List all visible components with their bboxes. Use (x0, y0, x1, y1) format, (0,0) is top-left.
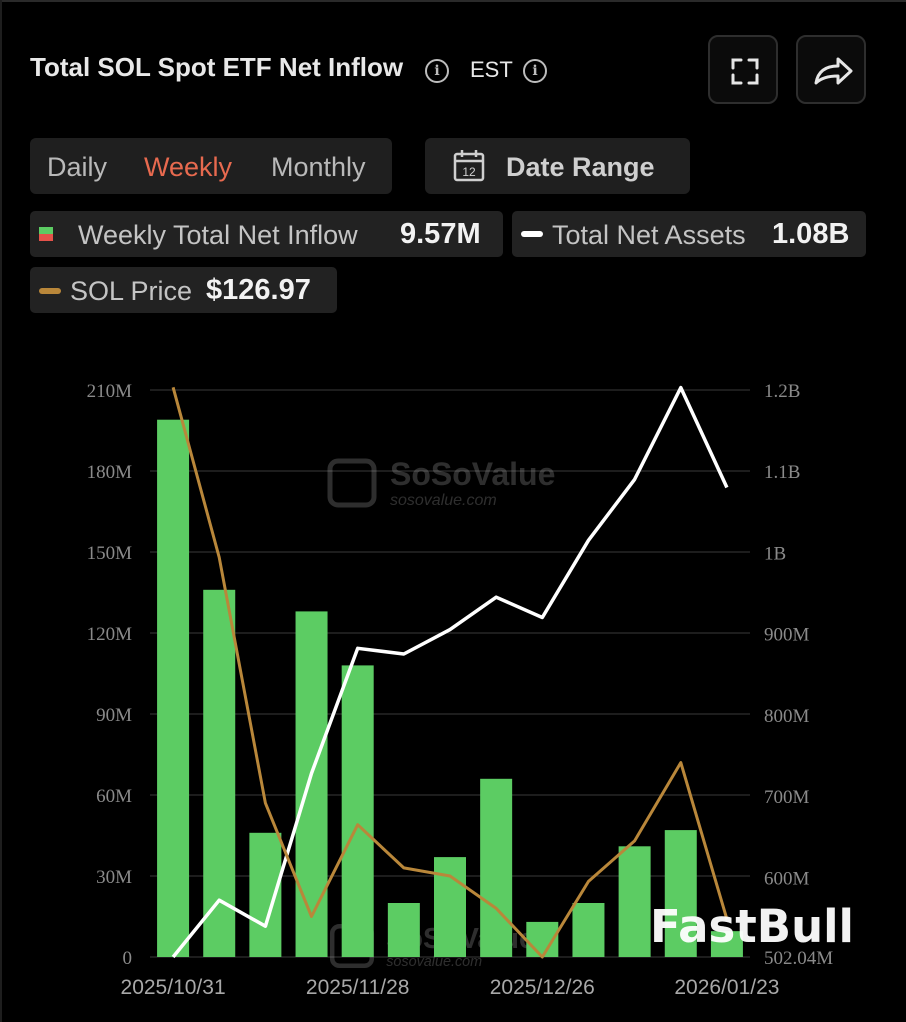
timezone-label: EST (470, 57, 513, 82)
axis-labels: 0 30M 60M 90M 120M 150M 180M 210M 502.04M 600M 700… (87, 381, 834, 999)
price-legend-label: SOL Price (70, 276, 193, 306)
x-tick-label: 2025/12/26 (490, 976, 595, 999)
inflow-bar (295, 611, 328, 957)
legend-inflow[interactable]: Weekly Total Net Inflow 9.57M (30, 211, 503, 257)
y-right-tick-label: 1.1B (764, 462, 800, 483)
y-right-tick-label: 502.04M (764, 948, 833, 969)
inflow-legend-swatch (39, 227, 53, 234)
inflow-bar (572, 903, 605, 957)
sosovalue-logo (327, 458, 377, 508)
x-tick-label: 2025/10/31 (121, 976, 226, 999)
y-right-tick-label: 1B (764, 543, 786, 564)
tab-monthly[interactable]: Monthly (271, 152, 366, 182)
info-icon[interactable]: i (523, 59, 547, 83)
inflow-bar (434, 857, 466, 957)
inflow-bar (480, 778, 513, 957)
assets-legend-label: Total Net Assets (552, 220, 746, 250)
y-right-tick-label: 700M (764, 787, 810, 808)
inflow-bar (387, 903, 420, 957)
share-icon (814, 57, 853, 85)
y-left-tick-label: 30M (96, 867, 132, 888)
info-icon[interactable]: i (425, 59, 449, 83)
inflow-bar (203, 589, 236, 957)
tab-daily[interactable]: Daily (47, 152, 108, 182)
sol-price-line (171, 386, 729, 959)
price-legend-value: $126.97 (206, 274, 311, 306)
date-range-label: Date Range (506, 152, 655, 182)
tab-weekly[interactable]: Weekly (144, 152, 233, 182)
y-right-tick-label: 1.2B (764, 381, 800, 402)
inflow-bars (157, 419, 743, 957)
y-left-tick-label: 210M (87, 381, 133, 402)
inflow-bar (157, 419, 190, 957)
inflow-bar (618, 846, 651, 957)
assets-legend-swatch (521, 231, 543, 237)
fullscreen-button[interactable] (708, 35, 778, 104)
y-left-tick-label: 150M (87, 543, 133, 564)
x-tick-label: 2025/11/28 (306, 976, 410, 999)
etf-inflow-chart[interactable]: SoSoValuesosovalue.comSoSoValuesosovalue… (0, 340, 906, 1022)
y-left-tick-label: 180M (87, 462, 133, 483)
total-net-assets-line (171, 385, 729, 959)
sosovalue-name: SoSoValue (390, 456, 555, 492)
inflow-bar (341, 665, 374, 957)
y-right-tick-label: 600M (764, 868, 810, 889)
fastbull-logo: FastBull (650, 900, 854, 953)
y-left-tick-label: 0 (123, 948, 133, 969)
calendar-day: 12 (462, 165, 476, 179)
y-left-tick-label: 60M (96, 786, 132, 807)
sosovalue-site: sosovalue.com (386, 954, 482, 970)
assets-legend-value: 1.08B (772, 218, 850, 250)
calendar-icon: 12 (453, 150, 485, 182)
interval-tabs: Daily Weekly Monthly (30, 138, 392, 194)
inflow-legend-label: Weekly Total Net Inflow (78, 220, 358, 250)
inflow-bar (664, 830, 697, 957)
top-border (0, 0, 906, 2)
price-legend-swatch (39, 288, 61, 294)
legend-price[interactable]: SOL Price $126.97 (30, 267, 337, 313)
y-right-tick-label: 800M (764, 706, 810, 727)
share-button[interactable] (796, 35, 866, 104)
x-tick-label: 2026/01/23 (674, 976, 779, 999)
inflow-bar (710, 931, 743, 957)
y-left-tick-label: 120M (87, 624, 133, 645)
inflow-legend-value: 9.57M (400, 218, 481, 250)
sosovalue-site: sosovalue.com (390, 492, 497, 509)
legend-assets[interactable]: Total Net Assets 1.08B (512, 211, 866, 257)
y-right-tick-label: 900M (764, 625, 810, 646)
left-border (0, 0, 2, 1022)
fullscreen-icon (731, 58, 759, 85)
series-lines (171, 385, 729, 959)
date-range-button[interactable]: 12 Date Range (425, 138, 690, 194)
inflow-legend-swatch-negative (39, 234, 53, 241)
chart-title: Total SOL Spot ETF Net Inflow (30, 52, 404, 82)
y-left-tick-label: 90M (96, 705, 132, 726)
